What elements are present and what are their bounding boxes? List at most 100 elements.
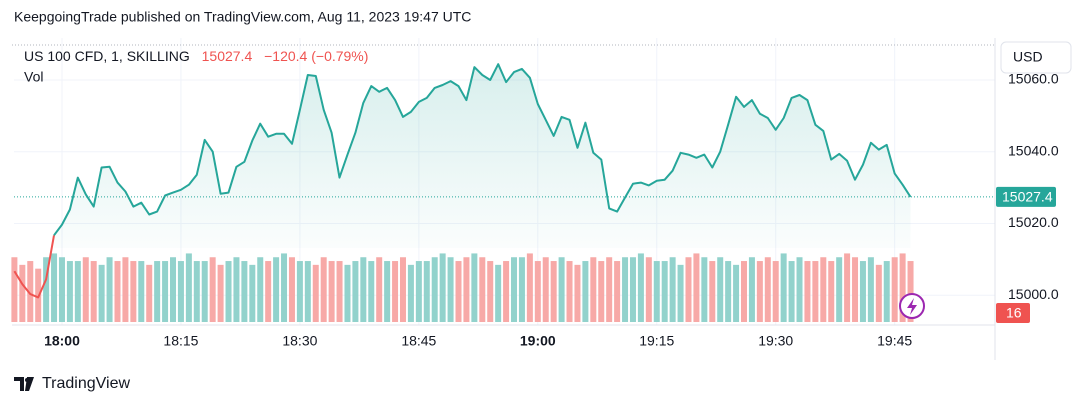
volume-bar xyxy=(701,257,708,322)
volume-bar xyxy=(891,257,898,322)
volume-bar xyxy=(669,257,676,322)
x-tick-label: 19:15 xyxy=(639,333,674,349)
volume-bar xyxy=(233,257,240,322)
y-tick-label: 15000.0 xyxy=(1008,286,1059,302)
volume-bar xyxy=(463,257,470,322)
volume-bar xyxy=(487,261,494,322)
volume-bar xyxy=(629,257,636,322)
volume-bar xyxy=(844,253,851,322)
alert-icon xyxy=(899,293,925,319)
price-line xyxy=(53,63,912,236)
area xyxy=(54,64,911,248)
y-tick-label: 15040.0 xyxy=(1008,142,1059,158)
volume-bar xyxy=(415,261,422,322)
volume-bar xyxy=(899,253,906,322)
volume-tag xyxy=(996,303,1030,323)
volume-bar xyxy=(154,261,161,322)
volume-bar xyxy=(471,253,478,322)
volume-bar xyxy=(19,264,26,322)
volume-bar xyxy=(27,261,34,322)
volume-bar xyxy=(368,261,375,322)
volume-bar xyxy=(225,261,232,322)
volume-bar xyxy=(606,257,613,322)
volume-bar xyxy=(122,257,129,322)
volume-bar xyxy=(193,261,200,322)
x-tick-label: 18:15 xyxy=(163,333,198,349)
volume-bar xyxy=(804,261,811,322)
volume-bar xyxy=(622,257,629,322)
volume-bar xyxy=(43,257,50,322)
volume-bar xyxy=(534,261,541,322)
volume-bar xyxy=(653,261,660,322)
volume-bar xyxy=(162,261,169,322)
volume-bar xyxy=(614,261,621,322)
volume-bar xyxy=(352,261,359,322)
volume-bar xyxy=(177,261,184,322)
x-tick-label: 19:45 xyxy=(877,333,912,349)
volume-bar xyxy=(296,261,303,322)
volume-bar xyxy=(725,261,732,322)
volume-bar xyxy=(883,261,890,322)
volume-bar xyxy=(51,253,58,322)
volume-bar xyxy=(875,264,882,322)
volume-bar xyxy=(542,257,549,322)
volume-bar xyxy=(98,264,105,322)
volume-bar xyxy=(836,257,843,322)
volume-bar xyxy=(431,257,438,322)
volume-label: Vol xyxy=(24,69,43,85)
volume-bar xyxy=(574,264,581,322)
volume-bar xyxy=(376,257,383,322)
volume-bar xyxy=(58,257,65,322)
volume-bar xyxy=(281,253,288,322)
currency-button[interactable] xyxy=(1000,41,1072,74)
volume-bar xyxy=(273,257,280,322)
volume-bar xyxy=(526,253,533,322)
volume-bar xyxy=(407,264,414,322)
volume-bar xyxy=(170,257,177,322)
volume-bar xyxy=(328,261,335,322)
x-tick-label: 19:30 xyxy=(758,333,793,349)
volume-bar xyxy=(423,261,430,322)
volume-bar xyxy=(114,261,121,322)
volume-bar xyxy=(146,264,153,322)
volume-bar xyxy=(645,257,652,322)
price-line xyxy=(13,235,55,299)
volume-bar xyxy=(304,261,311,322)
volume-bar xyxy=(518,257,525,322)
x-tick-label: 18:30 xyxy=(282,333,317,349)
volume-bar xyxy=(907,261,914,322)
price-tag-text: 15027.4 xyxy=(1002,189,1053,205)
volume-bar xyxy=(590,257,597,322)
volume-bar xyxy=(288,257,295,322)
volume-bar xyxy=(312,264,319,322)
change: −120.4 (−0.79%) xyxy=(264,48,368,64)
last-price: 15027.4 xyxy=(202,48,253,64)
y-tick-label: 15060.0 xyxy=(1008,71,1059,87)
volume-bar xyxy=(796,257,803,322)
volume-bar xyxy=(384,261,391,322)
volume-bar xyxy=(748,257,755,322)
volume-bar xyxy=(788,261,795,322)
volume-bar xyxy=(598,261,605,322)
volume-bar xyxy=(399,257,406,322)
volume-bar xyxy=(693,253,700,322)
volume-bar xyxy=(209,257,216,322)
x-tick-label: 18:45 xyxy=(401,333,436,349)
symbol: US 100 CFD, 1, SKILLING xyxy=(24,48,190,64)
volume-bar xyxy=(439,253,446,322)
volume-bar xyxy=(566,261,573,322)
volume-bar xyxy=(859,261,866,322)
volume-bar xyxy=(772,261,779,322)
volume-bar xyxy=(780,253,787,322)
volume-bar xyxy=(741,261,748,322)
volume-bar xyxy=(344,264,351,322)
volume-bar xyxy=(82,257,89,322)
volume-bar xyxy=(201,261,208,322)
currency[interactable]: USD xyxy=(1013,49,1043,65)
volume-bar xyxy=(336,261,343,322)
volume-bar xyxy=(447,257,454,322)
volume-bar xyxy=(479,257,486,322)
volume-bar xyxy=(11,257,18,322)
volume-bar xyxy=(241,261,248,322)
